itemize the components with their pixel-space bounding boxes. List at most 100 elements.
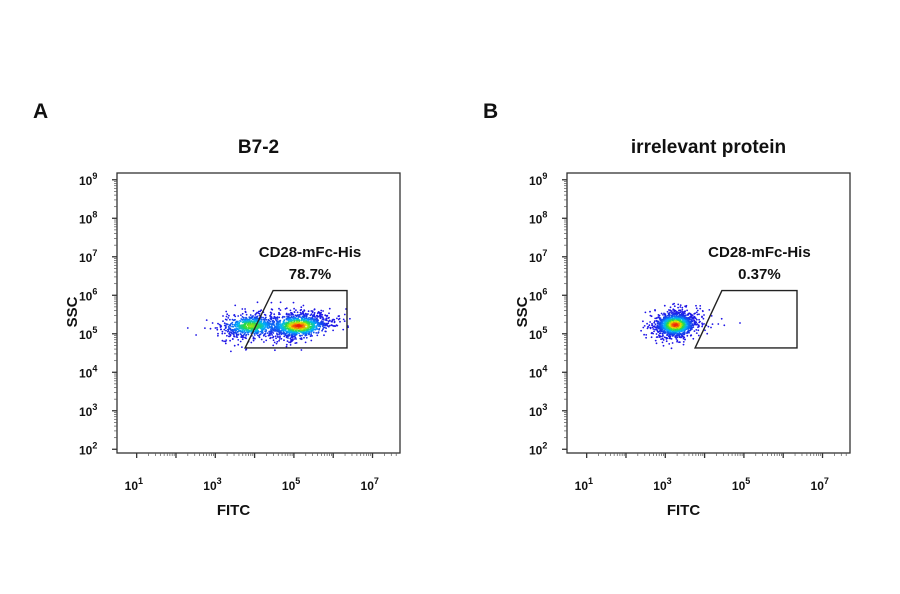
event-dot bbox=[260, 338, 263, 341]
event-dot bbox=[703, 314, 705, 316]
event-dot bbox=[300, 306, 303, 309]
event-dot bbox=[653, 330, 655, 333]
panel-label: A bbox=[33, 100, 48, 123]
event-dot bbox=[670, 329, 673, 332]
event-dot bbox=[243, 333, 246, 336]
event-dot bbox=[711, 323, 714, 325]
event-dot bbox=[243, 332, 246, 335]
event-dot bbox=[691, 314, 694, 317]
y-tick-label: 109 bbox=[79, 171, 97, 188]
event-dot bbox=[234, 323, 237, 326]
event-dot bbox=[293, 333, 295, 335]
event-dot bbox=[311, 310, 314, 312]
event-dot bbox=[290, 318, 292, 321]
event-dot bbox=[236, 331, 239, 333]
event-dot bbox=[651, 324, 654, 327]
event-dot bbox=[699, 305, 702, 307]
event-dot bbox=[274, 335, 277, 338]
event-dot bbox=[313, 308, 316, 311]
event-dot bbox=[697, 334, 700, 337]
event-dot bbox=[688, 329, 691, 332]
event-dot bbox=[661, 337, 664, 340]
event-dot bbox=[214, 327, 217, 329]
event-dot bbox=[679, 333, 682, 335]
event-dot bbox=[300, 325, 303, 328]
event-dot bbox=[670, 325, 673, 328]
event-dot bbox=[256, 329, 258, 332]
event-dot bbox=[664, 319, 667, 322]
event-dot bbox=[265, 318, 268, 321]
event-dot bbox=[302, 316, 305, 318]
event-dot bbox=[695, 332, 698, 334]
event-dot bbox=[279, 301, 282, 304]
event-dot bbox=[310, 313, 313, 316]
event-dot bbox=[234, 321, 237, 324]
event-dot bbox=[654, 323, 657, 326]
event-dot bbox=[330, 324, 333, 326]
event-dot bbox=[683, 316, 686, 319]
gate-polygon[interactable] bbox=[243, 289, 348, 349]
event-dot bbox=[317, 325, 320, 327]
event-dot bbox=[241, 312, 244, 315]
event-dot bbox=[258, 335, 260, 337]
event-dot bbox=[272, 323, 274, 326]
y-tick-label: 103 bbox=[79, 402, 97, 419]
event-dot bbox=[656, 336, 659, 338]
event-dot bbox=[303, 309, 306, 312]
event-dot bbox=[290, 324, 293, 327]
event-dot bbox=[695, 304, 697, 307]
x-axis-title: FITC bbox=[217, 502, 250, 519]
event-dot bbox=[289, 337, 292, 340]
event-dot bbox=[256, 311, 258, 314]
event-dot bbox=[686, 327, 689, 330]
event-dot bbox=[274, 330, 276, 332]
gate-polygon[interactable] bbox=[693, 289, 798, 349]
event-dot bbox=[315, 320, 318, 323]
event-dot bbox=[270, 301, 273, 304]
event-dot bbox=[655, 333, 658, 335]
event-dot bbox=[316, 328, 319, 330]
event-dot bbox=[267, 334, 270, 337]
chart-title: irrelevant protein bbox=[631, 137, 786, 158]
event-dot bbox=[698, 313, 700, 316]
event-dot bbox=[672, 309, 675, 311]
event-dot bbox=[642, 326, 645, 329]
event-dot bbox=[287, 337, 289, 339]
event-dot bbox=[655, 342, 658, 345]
event-dot bbox=[268, 319, 271, 322]
event-dot bbox=[642, 320, 644, 323]
event-dot bbox=[237, 339, 240, 341]
event-dot bbox=[276, 318, 279, 320]
event-dot bbox=[287, 315, 290, 318]
event-dot bbox=[662, 327, 665, 330]
event-dot bbox=[237, 334, 240, 336]
event-dot bbox=[701, 323, 704, 326]
event-dot bbox=[204, 327, 206, 329]
event-dot bbox=[669, 335, 672, 338]
event-dot bbox=[343, 320, 346, 322]
event-dot bbox=[256, 327, 259, 330]
event-dot bbox=[673, 315, 676, 318]
event-dot bbox=[656, 322, 659, 325]
event-dot bbox=[242, 336, 245, 339]
event-dot bbox=[289, 327, 292, 330]
event-dot bbox=[667, 326, 670, 328]
event-dot bbox=[687, 312, 690, 315]
event-dot bbox=[661, 318, 663, 321]
event-dot bbox=[241, 338, 244, 341]
event-dot bbox=[703, 323, 705, 325]
event-dot bbox=[335, 324, 338, 327]
event-dot bbox=[222, 315, 224, 317]
event-dot bbox=[291, 338, 294, 340]
event-dot bbox=[663, 304, 666, 307]
event-dot bbox=[681, 308, 684, 311]
event-dot bbox=[231, 338, 234, 340]
event-dot bbox=[308, 331, 310, 334]
event-dot bbox=[662, 339, 665, 341]
event-dot bbox=[654, 317, 657, 320]
event-dot bbox=[677, 303, 680, 306]
event-dot bbox=[234, 318, 236, 321]
event-dot bbox=[676, 336, 679, 339]
event-dot bbox=[217, 322, 219, 325]
event-dot bbox=[319, 317, 322, 320]
